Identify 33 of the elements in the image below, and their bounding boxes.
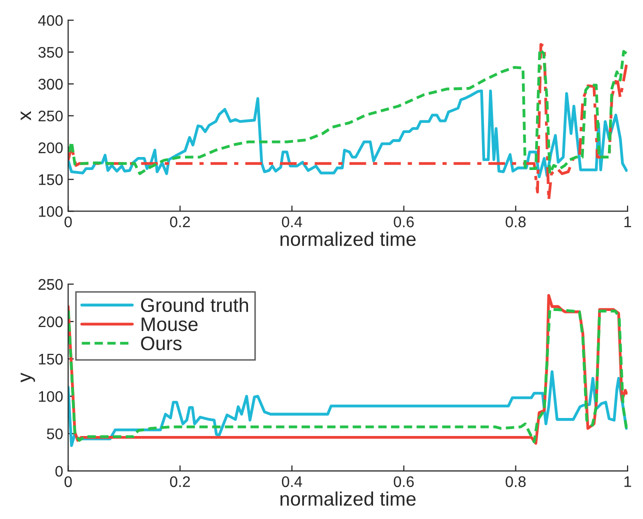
x-tick-label: 0.6 <box>394 476 414 488</box>
y-tick-label: 200 <box>38 142 63 154</box>
y-tick-label: 100 <box>38 206 63 217</box>
x-tick-label: 0.2 <box>170 476 190 488</box>
x-tick-label: 0.8 <box>506 476 526 488</box>
y-tick-label: 50 <box>46 428 63 440</box>
x-tick-label: 0 <box>64 476 72 488</box>
y-tick-label: 300 <box>38 78 63 90</box>
y-tick-label: 200 <box>38 316 63 328</box>
line-series <box>68 90 628 178</box>
x-tick-label: 0.8 <box>506 216 526 228</box>
x-tick-label: 0 <box>64 216 72 228</box>
x-axis-title: normalized time <box>280 491 416 506</box>
y-tick-label: 350 <box>38 46 63 58</box>
y-tick-label: 250 <box>38 110 63 122</box>
legend-label: Mouse <box>142 318 198 332</box>
y-tick-label: 100 <box>38 391 63 402</box>
x-tick-label: 0.2 <box>170 216 190 228</box>
y-tick-label: 400 <box>38 15 63 26</box>
x-tick-label: 0.6 <box>394 216 414 228</box>
x-tick-label: 0.4 <box>282 216 302 228</box>
y-tick-label: 150 <box>38 174 63 186</box>
y-axis-title: x <box>20 111 31 120</box>
x-axis-title: normalized time <box>280 232 416 246</box>
y-tick-label: 150 <box>38 354 63 365</box>
y-tick-label: 0 <box>55 466 63 477</box>
x-tick-label: 1 <box>624 216 632 228</box>
legend-label: Ours <box>141 336 182 350</box>
y-tick-label: 250 <box>38 279 63 290</box>
y-axis-title: y <box>20 372 36 382</box>
legend-label: Ground truth <box>141 298 248 312</box>
x-tick-label: 1 <box>624 476 632 487</box>
x-tick-label: 0.4 <box>282 476 302 488</box>
